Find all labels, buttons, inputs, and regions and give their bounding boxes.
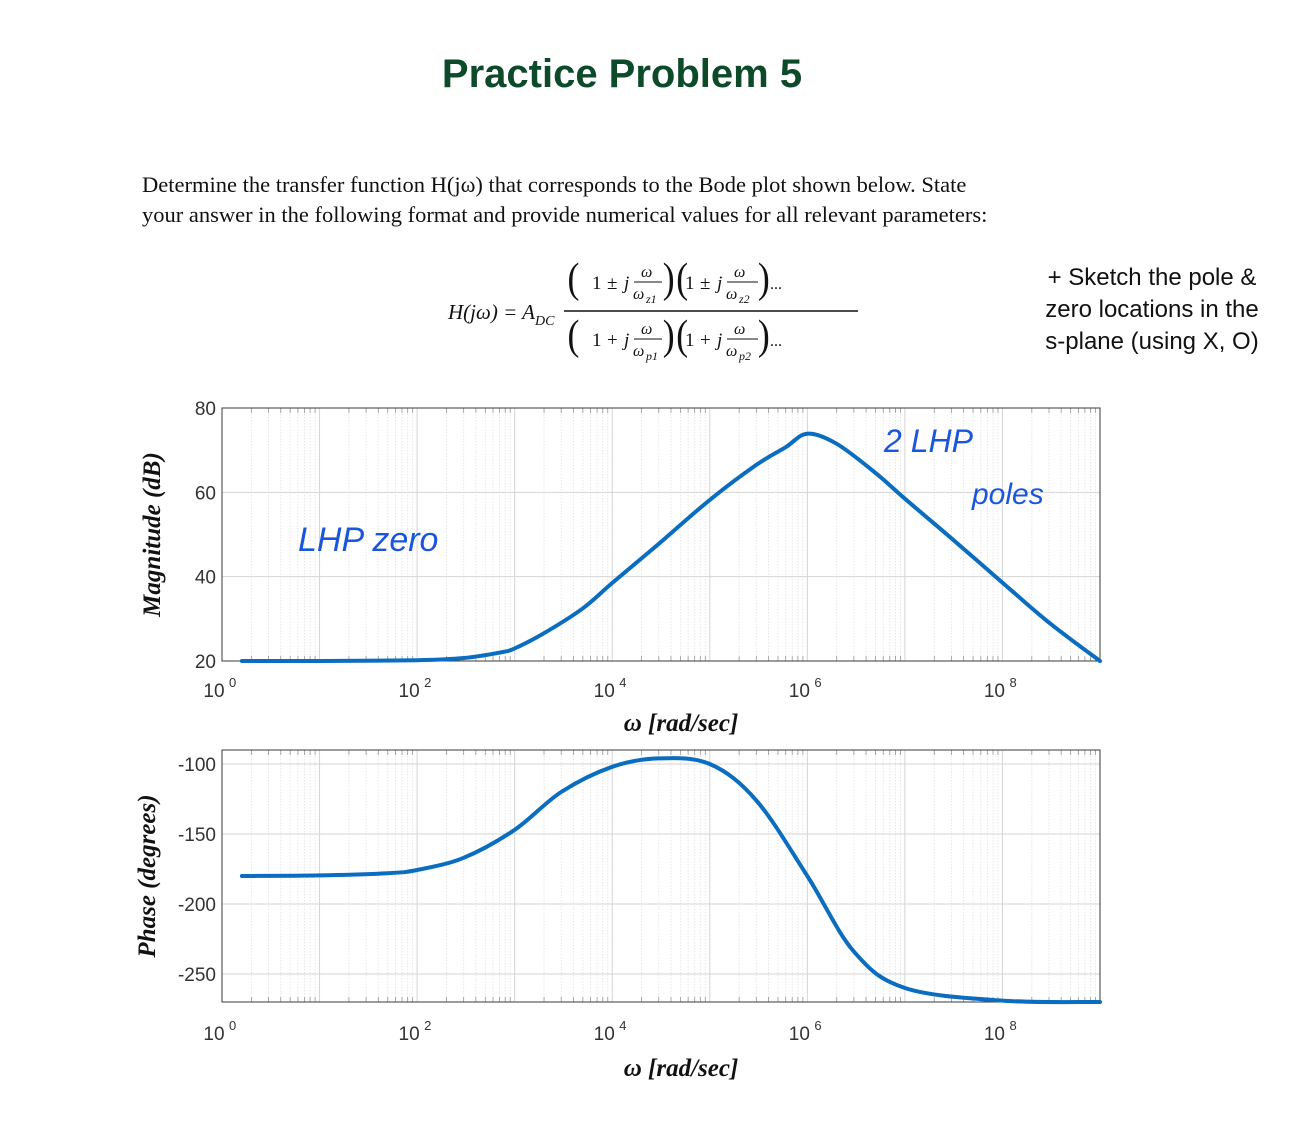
num-sub-2: z2 [738,292,750,306]
annotation-poles: poles [971,478,1044,511]
y-tick-label: 40 [195,568,216,589]
svg-text:(: ( [676,312,688,358]
x-tick-exponent: 6 [814,675,821,690]
x-tick-label: 10 [399,681,420,702]
problem-text-line-1: Determine the transfer function H(jω) th… [142,172,967,197]
x-tick-label: 10 [789,681,810,702]
phase-y-axis-label: Phase (degrees) [134,794,161,958]
svg-text:ω: ω [641,264,652,281]
svg-text:1: 1 [685,273,695,294]
y-tick-label: 20 [195,652,216,673]
svg-text:j: j [714,330,722,351]
svg-text:(: ( [676,258,688,302]
x-tick-label: 10 [594,681,615,702]
x-tick-label: 10 [399,1024,420,1045]
denominator-factor-1: ( 1 + j ω ω p1 ) [568,312,675,363]
y-tick-label: -200 [178,895,216,916]
x-tick-exponent: 4 [619,675,626,690]
x-tick-label: 10 [594,1024,615,1045]
svg-text:ω: ω [734,264,745,281]
svg-text:1: 1 [685,330,695,351]
transfer-function-formula: H(jω) = A DC ( 1 ± j ω ω z1 ) ( 1 ± j ω [447,258,858,363]
sketch-note: + Sketch the pole & zero locations in th… [1022,262,1282,358]
svg-text:ω: ω [641,321,652,338]
den-ellipsis: ... [770,333,782,350]
phase-axes-frame [221,749,1101,1003]
den-sign-2: + [700,330,711,351]
y-tick-label: 60 [195,483,216,504]
x-tick-label: 10 [203,1024,224,1045]
problem-text-line-2: your answer in the following format and … [142,202,988,227]
numerator-factor-1: ( 1 ± j ω ω z1 ) [568,258,675,306]
num-sign-2: ± [700,273,710,294]
svg-text:): ) [663,312,675,358]
num-ellipsis: ... [770,276,782,293]
note-line-3: s-plane (using X, O) [1045,328,1259,355]
denominator: ( 1 + j ω ω p1 ) ( 1 + j ω ω p2 ) . [568,312,783,363]
magnitude-axes-frame [221,407,1101,662]
formula-lhs: H(jω) = A [447,300,535,324]
magnitude-x-axis-label: ω [rad/sec] [624,710,739,737]
svg-text:j: j [621,330,629,351]
note-line-1: + Sketch the pole & [1047,264,1257,291]
numerator: ( 1 ± j ω ω z1 ) ( 1 ± j ω ω z2 ) . [568,258,783,306]
svg-text:j: j [714,273,722,294]
svg-text:): ) [758,258,770,302]
x-tick-label: 10 [789,1024,810,1045]
svg-text:ω: ω [734,321,745,338]
x-tick-exponent: 0 [229,675,236,690]
den-sub-2: p2 [738,349,751,363]
x-tick-label: 10 [984,1024,1005,1045]
svg-text:ω: ω [726,286,737,303]
x-tick-label: 10 [203,681,224,702]
y-tick-label: -150 [178,825,216,846]
svg-text:ω: ω [633,286,644,303]
phase-x-axis-label: ω [rad/sec] [624,1055,739,1082]
x-tick-exponent: 6 [814,1018,821,1033]
magnitude-minor-grid [250,408,1097,661]
x-tick-label: 10 [984,681,1005,702]
phase-series-line [239,756,1102,1005]
den-sign-1: + [607,330,618,351]
y-tick-label: -100 [178,755,216,776]
x-tick-exponent: 2 [424,1018,431,1033]
page-title: Practice Problem 5 [441,52,803,96]
den-sub-1: p1 [645,349,658,363]
svg-text:(: ( [568,312,580,358]
x-tick-exponent: 2 [424,675,431,690]
svg-text:ω: ω [726,343,737,360]
y-tick-label: -250 [178,965,216,986]
note-line-2: zero locations in the [1045,296,1259,323]
denominator-factor-2: ( 1 + j ω ω p2 ) [676,312,769,363]
magnitude-y-axis-label: Magnitude (dB) [139,452,166,618]
svg-text:1: 1 [592,273,602,294]
svg-text:): ) [663,258,675,302]
numerator-factor-2: ( 1 ± j ω ω z2 ) [676,258,769,306]
magnitude-series-line [239,431,1102,664]
phase-minor-grid [250,750,1097,1002]
svg-text:): ) [758,312,770,358]
svg-text:1: 1 [592,330,602,351]
phase-plot: -100 -150 -200 -250 10 0 10 2 10 4 10 6 10 8 ω [rad/se… [134,749,1102,1082]
annotation-lhp-zero: LHP zero [298,521,438,559]
x-tick-exponent: 8 [1009,675,1016,690]
annotation-2-lhp: 2 LHP [883,423,974,459]
formula-lhs-sub: DC [534,314,555,329]
num-sign-1: ± [607,273,617,294]
x-tick-exponent: 4 [619,1018,626,1033]
svg-text:ω: ω [633,343,644,360]
handwritten-annotations: LHP zero 2 LHP poles [298,423,1044,559]
x-tick-exponent: 0 [229,1018,236,1033]
y-tick-label: 80 [195,399,216,420]
num-sub-1: z1 [645,292,657,306]
paren-open: ( [568,258,580,302]
x-tick-exponent: 8 [1009,1018,1016,1033]
svg-text:j: j [621,273,629,294]
